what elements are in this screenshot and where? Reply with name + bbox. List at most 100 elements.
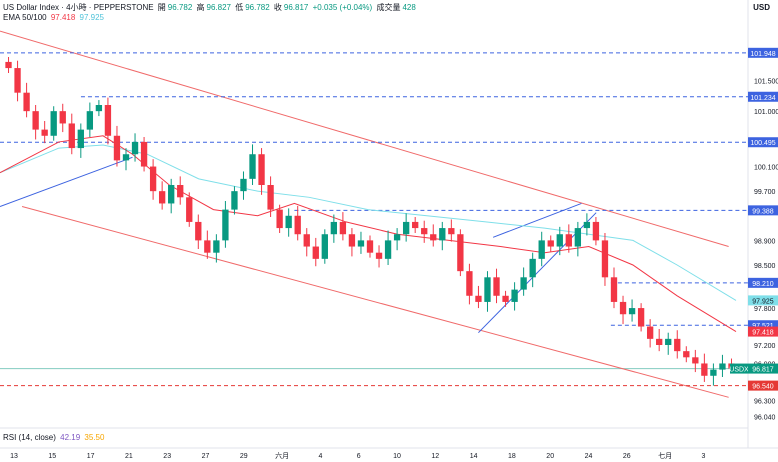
rsi-value: 42.19 — [60, 433, 81, 442]
candle-body — [457, 234, 464, 272]
candle-body — [50, 111, 57, 136]
candle-body — [186, 197, 193, 222]
level-badge — [748, 320, 778, 331]
candle-body — [592, 221, 600, 241]
candle-body — [231, 191, 238, 210]
candle-body — [330, 221, 338, 235]
time-tick-label: 18 — [508, 453, 516, 460]
candle-body — [701, 363, 708, 376]
candle-body — [511, 289, 518, 302]
candle-body — [402, 221, 410, 235]
candle-body — [86, 111, 94, 130]
time-tick-label: 15 — [48, 453, 56, 460]
candle-body — [710, 369, 717, 376]
level-badge-text: 101.234 — [750, 95, 775, 102]
candle-body — [5, 61, 12, 69]
time-tick-label: 27 — [202, 453, 210, 460]
rsi-legend[interactable]: RSI (14, close) 42.19 35.50 — [3, 433, 106, 443]
rsi-ma-value: 35.50 — [84, 433, 105, 442]
candle-body — [547, 240, 554, 247]
level-badge — [748, 91, 778, 102]
candle-body — [303, 234, 310, 247]
rsi-label: RSI (14, close) — [3, 433, 56, 442]
candle-body — [158, 191, 166, 204]
candle-body — [520, 277, 527, 290]
candle-body — [222, 209, 229, 241]
level-badge — [748, 47, 778, 58]
candle-body — [23, 92, 30, 112]
time-tick-label: 10 — [393, 453, 401, 460]
price-tick-label: 101.500 — [754, 78, 778, 85]
high-value: 96.827 — [206, 3, 231, 12]
candle-body — [59, 111, 66, 124]
level-badge — [748, 205, 778, 216]
candle-body — [258, 154, 265, 185]
time-tick-label: 6 — [357, 453, 361, 460]
time-tick-label: 3 — [701, 453, 705, 460]
price-tick-label: 96.300 — [754, 398, 776, 405]
price-badge-text: 97.925 — [752, 298, 774, 305]
candle-body — [412, 221, 419, 229]
low-label: 低 — [235, 3, 244, 12]
candle-body — [538, 240, 545, 259]
ema-label: EMA 50/100 — [3, 13, 47, 22]
time-tick-label: 21 — [125, 453, 133, 460]
candle-body — [68, 123, 75, 149]
price-badge-text: 97.418 — [752, 330, 774, 337]
candle-body — [195, 221, 202, 241]
candle-body — [393, 234, 401, 241]
candle-body — [294, 215, 301, 235]
symbol-legend: US Dollar Index · 4小時 · PEPPERSTONE 開 96.… — [3, 3, 418, 13]
close-value: 96.817 — [283, 3, 309, 12]
currency-label[interactable]: USD — [753, 3, 770, 12]
candle-body — [113, 135, 121, 161]
price-badge — [730, 363, 748, 374]
candle-body — [475, 295, 482, 302]
change-value: +0.035 (+0.04%) — [312, 3, 373, 12]
candle-body — [565, 234, 572, 247]
level-badge — [748, 277, 778, 288]
ema-legend[interactable]: EMA 50/100 97.418 97.925 — [3, 13, 106, 23]
time-tick-label: 14 — [470, 453, 478, 460]
candle-body — [683, 351, 690, 358]
candle-body — [131, 141, 139, 155]
candle-body — [140, 141, 148, 167]
candle-body — [421, 228, 428, 235]
time-tick-label: 12 — [431, 453, 439, 460]
candle-body — [249, 154, 256, 179]
candle-body — [665, 338, 672, 345]
candle-body — [628, 308, 636, 315]
level-badge-text: 98.210 — [752, 281, 774, 288]
trendline-left — [0, 156, 133, 208]
price-tick-label: 97.800 — [754, 306, 776, 313]
price-tick-label: 100.100 — [754, 165, 778, 172]
candle-body — [348, 234, 356, 247]
level-badge-text: 101.948 — [750, 51, 775, 58]
close-label: 收 — [273, 3, 282, 12]
candle-body — [104, 105, 112, 136]
price-tick-label: 98.900 — [754, 238, 776, 245]
price-tick-label: 99.700 — [754, 189, 776, 196]
level-badge-text: 100.495 — [750, 140, 775, 147]
time-tick-label: 七月 — [658, 451, 672, 460]
candle-body — [339, 221, 347, 235]
time-tick-label: 六月 — [275, 451, 289, 460]
symbol-title[interactable]: US Dollar Index · 4小時 · PEPPERSTONE — [3, 3, 154, 12]
candle-body — [285, 215, 292, 229]
price-badge — [748, 326, 778, 337]
low-value: 96.782 — [245, 3, 270, 12]
time-tick-label: 29 — [240, 453, 248, 460]
price-tick-label: 98.500 — [754, 263, 776, 270]
candle-body — [240, 178, 247, 192]
ema50-value: 97.418 — [50, 13, 76, 22]
time-tick-label: 13 — [10, 453, 18, 460]
time-tick-label: 17 — [87, 453, 95, 460]
candle-body — [357, 240, 365, 247]
volume-label: 成交量 — [376, 3, 401, 12]
candle-body — [439, 228, 446, 241]
candle-body — [719, 363, 726, 370]
channel-lower-line — [21, 206, 729, 398]
candle-body — [384, 240, 392, 259]
candle-body — [177, 185, 184, 198]
